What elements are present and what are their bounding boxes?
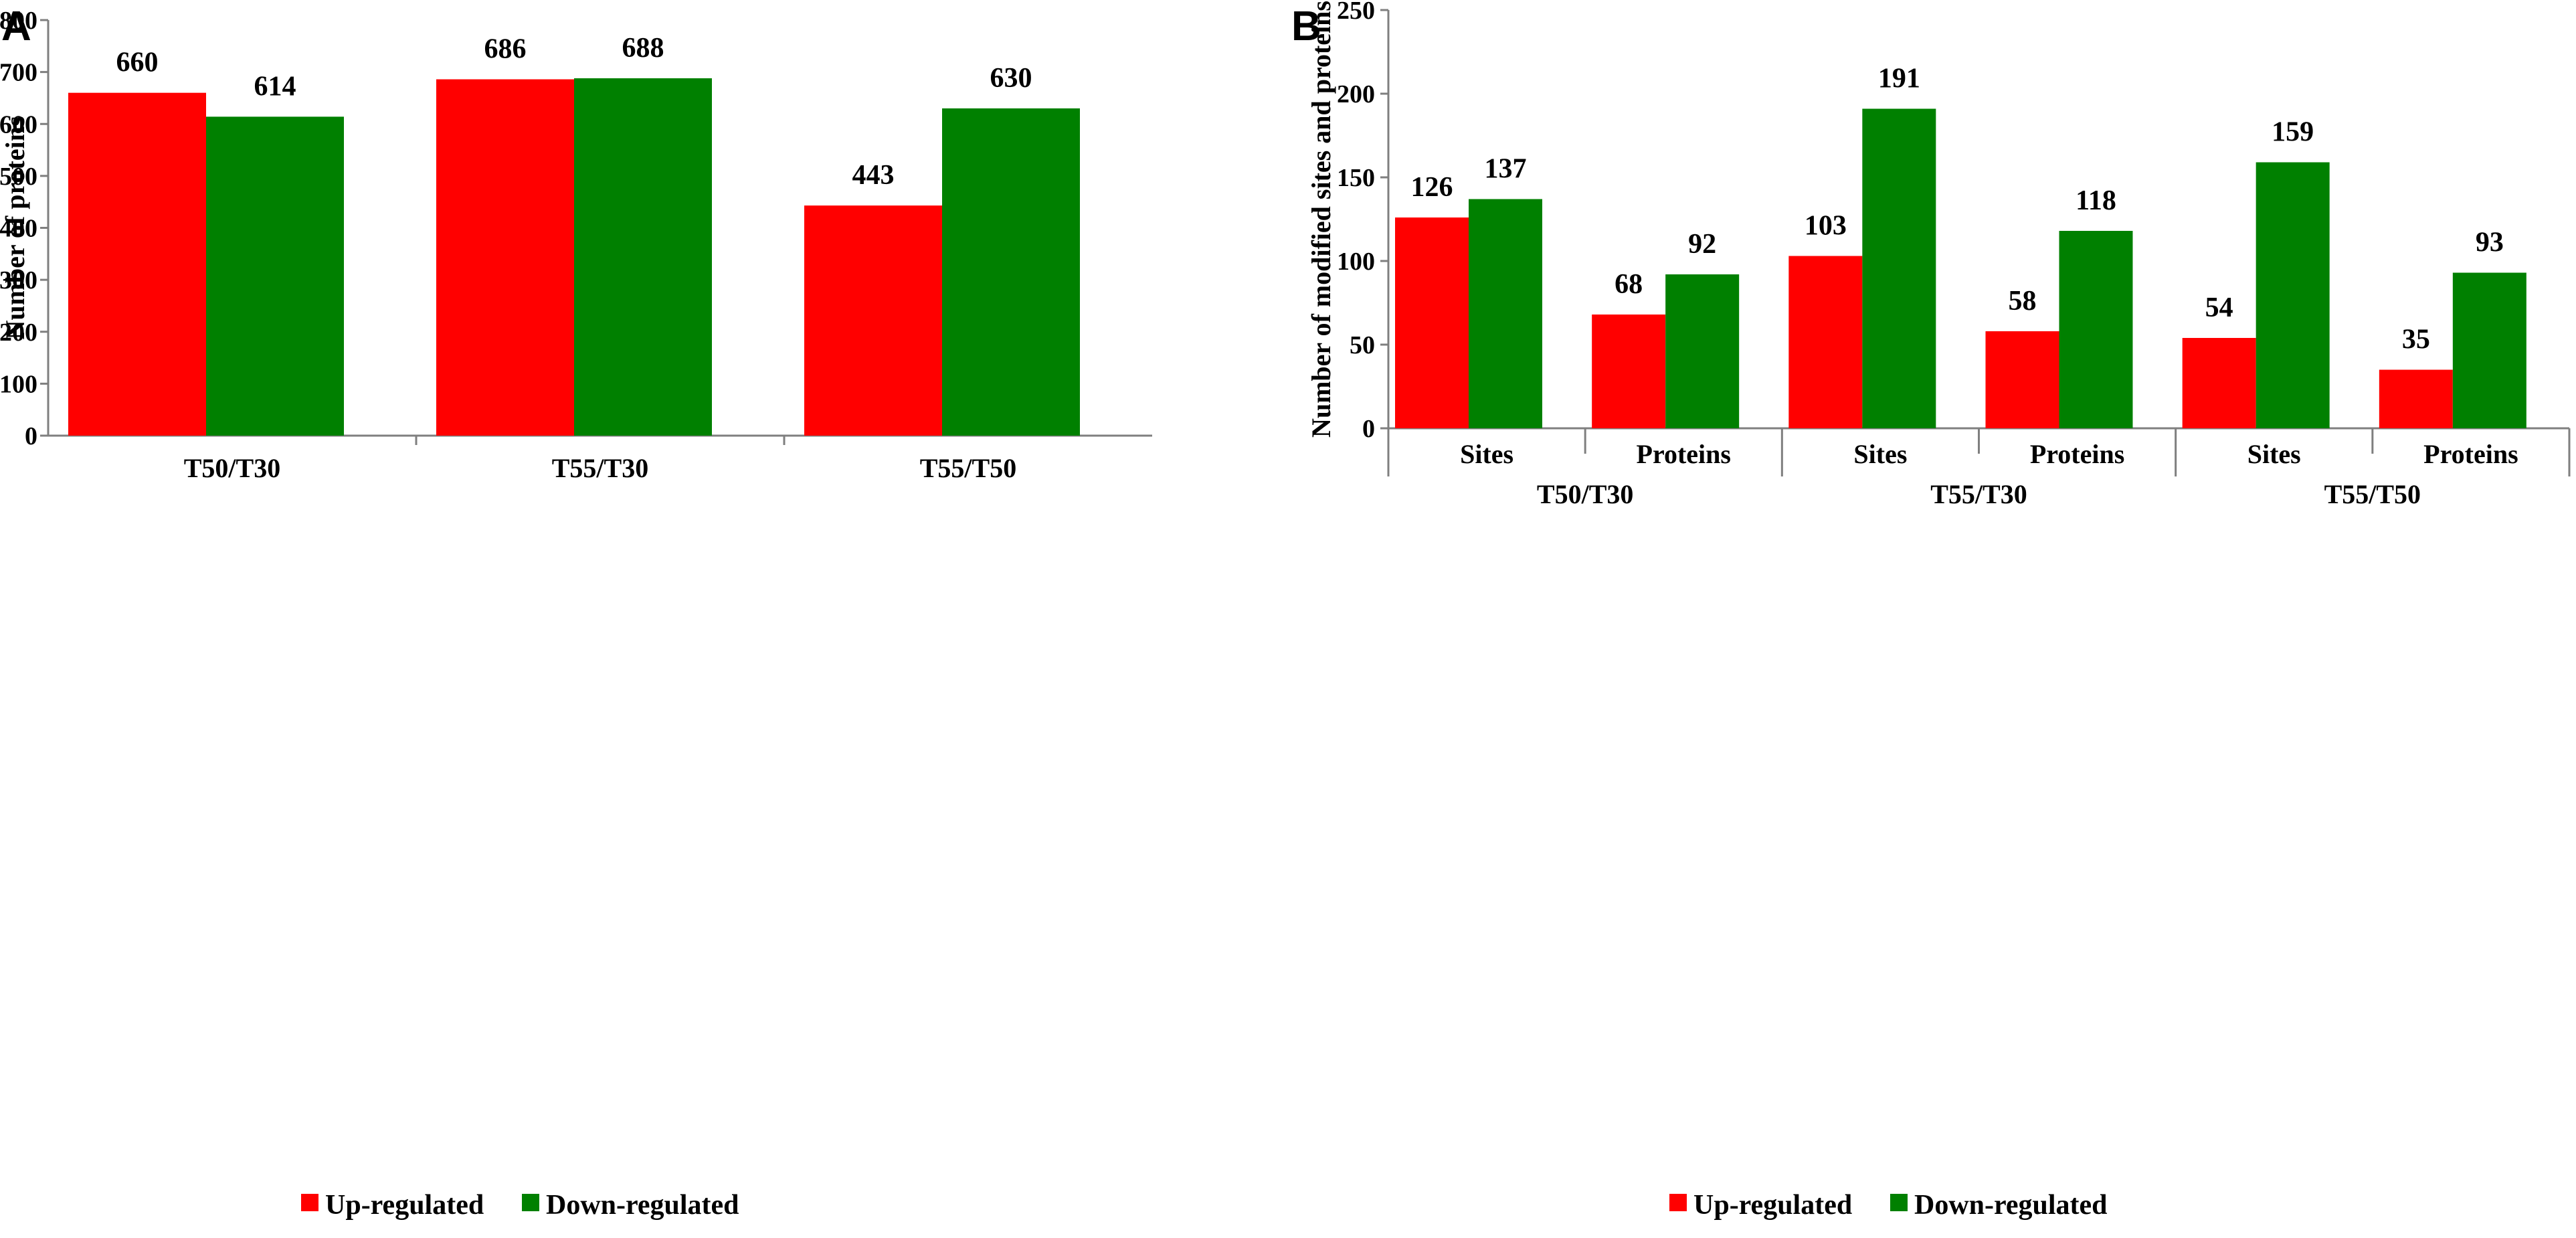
data-label: 191 [1878, 64, 1920, 94]
bar-up-sites-0 [1395, 217, 1469, 428]
x-category-label: Sites [1460, 439, 1513, 469]
bar-up-proteins-5 [2379, 369, 2453, 428]
x-category-label: Sites [2247, 439, 2301, 469]
data-label: 92 [1688, 229, 1716, 260]
legend-panel-a: Up-regulated Down-regulated [301, 1190, 739, 1221]
data-label: 688 [622, 33, 664, 64]
legend-swatch-down [522, 1194, 539, 1211]
x-category-label: T55/T50 [920, 453, 1016, 483]
x-category-label: Proteins [2030, 439, 2124, 469]
data-label: 58 [2009, 286, 2037, 317]
y-tick-label: 50 [1350, 331, 1375, 359]
legend-swatch-up [1669, 1194, 1687, 1211]
legend-swatch-up [301, 1194, 318, 1211]
data-label: 103 [1805, 211, 1847, 242]
y-tick-label: 200 [0, 319, 37, 347]
legend-swatch-down [1890, 1194, 1908, 1211]
data-label: 686 [484, 33, 527, 64]
panel-letter-a: A [1, 3, 31, 50]
bar-up-t50-t30 [68, 92, 206, 436]
bar-down-t55-t30 [574, 78, 712, 436]
x-category-label: Proteins [1637, 439, 1731, 469]
y-tick-label: 200 [1337, 80, 1375, 108]
bar-down-t55-t50 [942, 108, 1080, 436]
chart-panel-b: 0 50 100 150 200 250 126 137 Sites 68 92 Proteins 10… [1306, 0, 2571, 509]
x-group-label: T50/T30 [1537, 479, 1633, 509]
bar-down-proteins-3 [2059, 231, 2133, 428]
bar-down-sites-0 [1469, 199, 1542, 428]
y-tick-label: 600 [0, 110, 37, 139]
y-tick-label: 250 [1337, 0, 1375, 25]
legend-panel-b: Up-regulated Down-regulated [1669, 1190, 2108, 1221]
data-label: 68 [1615, 269, 1643, 300]
data-label: 443 [852, 160, 895, 191]
legend-label-down: Down-regulated [546, 1190, 739, 1221]
bar-down-sites-2 [1862, 108, 1936, 428]
y-tick-label: 100 [0, 370, 37, 398]
y-axis-title: Number of modified sites and proteins [1306, 1, 1336, 438]
bar-down-t50-t30 [206, 116, 344, 436]
bar-down-proteins-5 [2452, 272, 2526, 428]
y-tick-label: 0 [1362, 415, 1375, 443]
data-label: 614 [254, 71, 296, 102]
x-category-label: T50/T30 [184, 453, 280, 483]
y-tick-label: 500 [0, 163, 37, 191]
y-tick-label: 150 [1337, 164, 1375, 192]
bar-up-t55-t50 [804, 205, 942, 436]
data-label: 126 [1411, 172, 1453, 203]
bar-up-t55-t30 [436, 79, 574, 436]
data-label: 159 [2272, 117, 2314, 148]
x-group-label: T55/T50 [2324, 479, 2421, 509]
legend-label-up: Up-regulated [325, 1190, 484, 1221]
legend-label-up: Up-regulated [1693, 1190, 1852, 1221]
y-tick-label: 300 [0, 266, 37, 294]
y-tick-label: 700 [0, 59, 37, 87]
bar-down-sites-4 [2256, 162, 2330, 428]
data-label: 118 [2076, 185, 2116, 216]
bar-up-sites-4 [2182, 338, 2256, 428]
bar-down-proteins-1 [1665, 274, 1740, 428]
bar-up-proteins-1 [1592, 315, 1666, 428]
chart-panel-a: 0 100 200 300 400 500 600 700 800 660 614 T50/T30 68… [0, 7, 1152, 483]
legend-label-down: Down-regulated [1914, 1190, 2108, 1221]
data-label: 137 [1485, 154, 1527, 185]
y-tick-label: 0 [25, 422, 37, 450]
bar-up-proteins-3 [1985, 331, 2059, 428]
y-tick-label: 400 [0, 215, 37, 243]
bar-up-sites-2 [1788, 256, 1863, 428]
data-label: 35 [2402, 325, 2430, 355]
data-label: 93 [2476, 228, 2504, 258]
y-tick-label: 800 [0, 7, 37, 35]
panel-letter-b: B [1291, 3, 1321, 50]
data-label: 660 [116, 48, 159, 78]
x-group-label: T55/T30 [1930, 479, 2027, 509]
x-category-label: Proteins [2423, 439, 2518, 469]
x-category-label: T55/T30 [552, 453, 648, 483]
data-label: 630 [990, 63, 1032, 94]
y-axis-title: Number of proteins [0, 116, 30, 339]
data-label: 54 [2205, 292, 2233, 323]
y-tick-label: 100 [1337, 248, 1375, 276]
x-category-label: Sites [1853, 439, 1907, 469]
